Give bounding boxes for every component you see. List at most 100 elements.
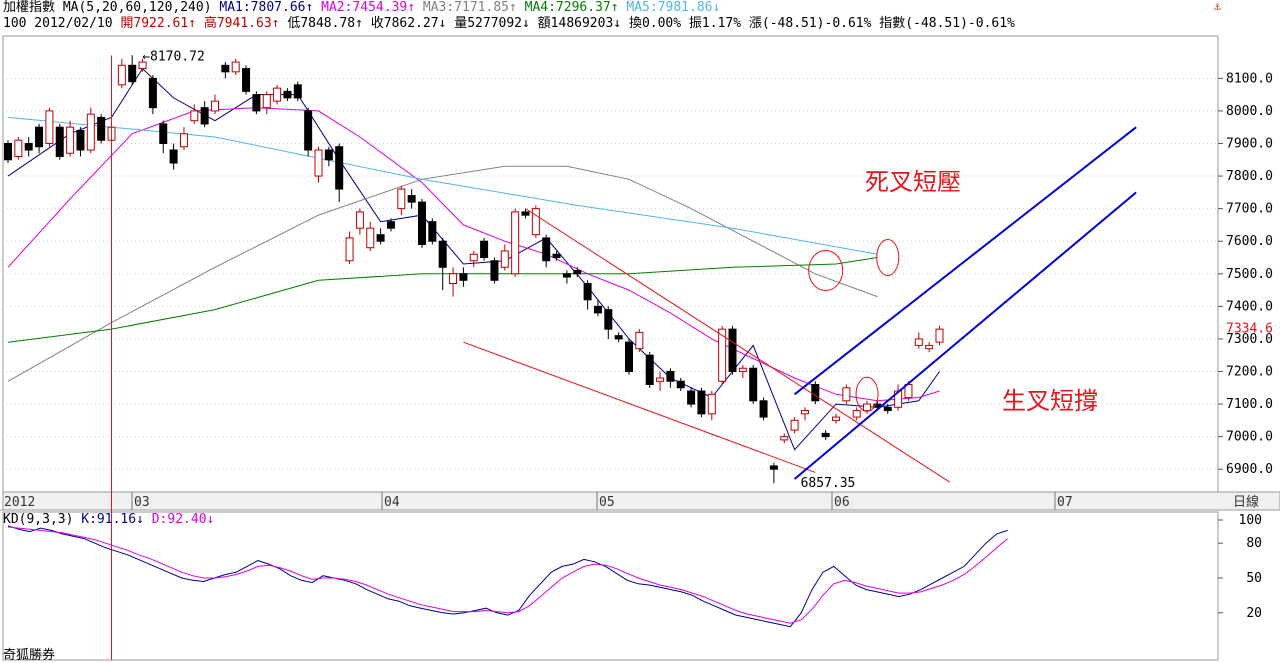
candle-body	[780, 436, 789, 441]
candle	[97, 114, 106, 144]
candle	[335, 143, 344, 203]
x-axis-label: 日線	[1233, 494, 1259, 510]
candle	[749, 364, 758, 405]
candle	[314, 146, 323, 183]
candle	[304, 107, 313, 157]
trend-line-red-upper	[525, 208, 951, 483]
candle-body	[811, 384, 820, 402]
candle	[935, 325, 944, 346]
candle-body	[593, 305, 602, 314]
candle-body	[304, 110, 313, 151]
close-icon[interactable]: ⚓	[1214, 0, 1221, 13]
candle	[769, 462, 778, 484]
kd-line-k	[7, 525, 1008, 628]
candle-body	[128, 64, 137, 83]
candle	[45, 107, 54, 147]
candle-body	[221, 64, 230, 73]
last-price-label: 7334.6	[1226, 322, 1273, 337]
candle	[625, 338, 633, 375]
candle-body	[573, 270, 582, 275]
candle	[128, 55, 137, 85]
price-y-tick-label: 6900.0	[1226, 462, 1273, 477]
candle	[676, 378, 685, 392]
x-axis-label: 07	[1057, 495, 1073, 510]
candle-body	[55, 126, 64, 158]
candle	[573, 267, 582, 278]
highlight-circle	[876, 238, 900, 276]
candle	[386, 218, 395, 232]
kd-y-tick-label: 80	[1246, 536, 1262, 551]
candle	[480, 237, 489, 261]
candle	[159, 120, 168, 154]
ma3-value: MA3:7171.85↑	[422, 0, 517, 15]
candle-body	[117, 64, 126, 86]
kd-y-tick-label: 20	[1246, 606, 1262, 621]
candle-body	[4, 142, 12, 161]
highlight-circle	[808, 250, 844, 292]
ma1-value: MA1:7807.66↑	[219, 0, 314, 15]
candle	[863, 400, 872, 414]
candle	[221, 62, 230, 79]
candle-body	[179, 133, 188, 148]
candle	[366, 221, 375, 251]
ma2-value: MA2:7454.39↑	[321, 0, 416, 15]
candle-body	[345, 237, 354, 262]
candle	[169, 143, 178, 170]
candle-body	[500, 250, 509, 268]
price-y-tick-label: 7300.0	[1226, 332, 1273, 347]
price-y-tick-label: 8000.0	[1226, 104, 1273, 119]
candle	[738, 364, 747, 378]
trend-line-blue-lower	[793, 191, 1137, 480]
ma-line-ma4	[7, 257, 878, 343]
open-value: 開7922.61↑	[120, 16, 197, 31]
candle-body	[697, 390, 706, 415]
candle	[148, 75, 157, 115]
highlight-circle	[855, 376, 879, 412]
candle-body	[769, 465, 778, 470]
candle-body	[635, 331, 644, 350]
candle-body	[24, 142, 33, 151]
candle	[842, 384, 851, 405]
candle	[293, 81, 302, 102]
candle	[449, 267, 458, 297]
candle	[780, 433, 789, 444]
quote-date: 100 2012/02/10	[3, 16, 113, 31]
candle-body	[35, 126, 44, 148]
candle-body	[552, 253, 561, 258]
candle	[428, 218, 437, 245]
candle	[66, 120, 75, 157]
candle	[687, 387, 696, 408]
candle	[376, 228, 385, 245]
candle-body	[863, 403, 872, 412]
candle	[55, 123, 64, 160]
candle	[511, 208, 520, 278]
candle-body	[273, 87, 282, 102]
candle	[407, 189, 416, 209]
candle-body	[687, 390, 696, 405]
candle-body	[925, 344, 934, 350]
candle	[179, 127, 188, 150]
candle-body	[159, 123, 168, 144]
x-axis-label: 06	[834, 495, 850, 510]
price-y-tick-label: 7100.0	[1226, 397, 1273, 412]
death-cross-annotation: 死叉短壓	[865, 168, 961, 196]
candle	[397, 185, 406, 216]
candle-body	[666, 370, 675, 382]
x-axis-label: 03	[134, 495, 150, 510]
kd-y-tick-label: 50	[1246, 571, 1262, 586]
candle	[531, 205, 540, 238]
trend-line-red-lower	[463, 341, 816, 473]
candle-body	[97, 116, 106, 141]
candle	[324, 146, 333, 167]
candle	[914, 332, 923, 349]
candle-body	[749, 367, 758, 402]
candle-body	[759, 400, 768, 418]
candle	[252, 91, 261, 115]
candle-body	[138, 61, 147, 70]
candle-body	[376, 234, 385, 242]
k-value: K:91.16↓	[81, 512, 144, 527]
d-value: D:92.40↓	[151, 512, 215, 527]
candle	[697, 387, 706, 418]
candle-body	[283, 90, 292, 99]
candle-body	[335, 146, 344, 190]
